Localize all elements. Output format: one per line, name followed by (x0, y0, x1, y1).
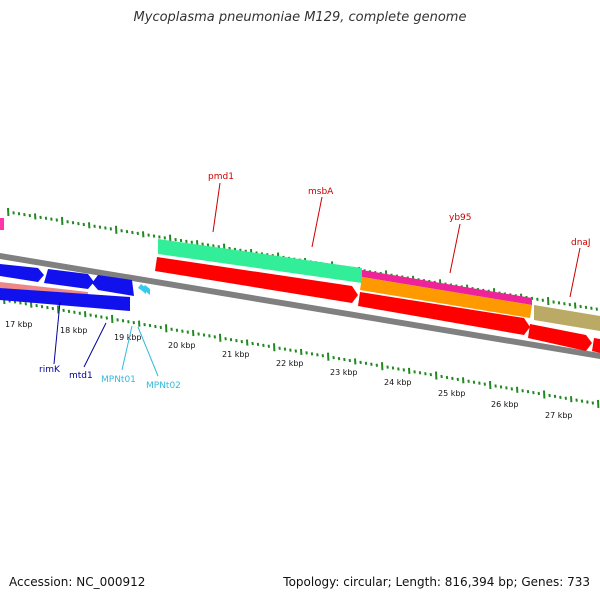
blue-gene-features (0, 264, 150, 311)
genome-backbone (0, 253, 600, 359)
map-title: Mycoplasma pneumoniae M129, complete gen… (133, 10, 467, 25)
lower-tick-ring (3, 295, 600, 408)
gene-label-pmd1[interactable]: pmd1 (208, 172, 234, 182)
gene-label-msbA[interactable]: msbA (308, 187, 334, 197)
leader-line-msbA (311, 196, 323, 248)
trna-MPNt02-arrow[interactable] (142, 285, 150, 295)
gene-label-MPNt01-group: MPNt01 (101, 325, 136, 385)
leader-line-dnaJ (569, 247, 581, 298)
gene-arrow-blue-1[interactable] (0, 264, 44, 282)
gene-label-msbA-group: msbA (308, 187, 334, 248)
kbp-label-20: 20 kbp (168, 341, 196, 350)
gene-label-dnaJ[interactable]: dnaJ (571, 238, 591, 248)
leader-line-yb95 (449, 223, 461, 274)
red-gene-arrows (155, 257, 600, 353)
leader-line-mtd1 (83, 322, 107, 368)
kbp-label-19: 19 kbp (114, 333, 142, 342)
genome-summary-text: Topology: circular; Length: 816,394 bp; … (283, 575, 590, 589)
gene-label-mtd1[interactable]: mtd1 (69, 371, 93, 381)
gene-label-yb95[interactable]: yb95 (449, 213, 472, 223)
gene-label-MPNt02[interactable]: MPNt02 (146, 381, 181, 391)
gene-label-pmd1-group: pmd1 (208, 172, 234, 233)
kbp-label-17: 17 kbp (5, 320, 33, 329)
kbp-label-24: 24 kbp (384, 378, 412, 387)
leader-line-MPNt01 (121, 325, 133, 371)
gene-pmd1-bar[interactable] (158, 239, 362, 283)
leader-line-pmd1 (212, 182, 221, 233)
gene-label-yb95-group: yb95 (449, 213, 472, 274)
gene-label-rimK-group: rimK (39, 301, 61, 375)
gene-yb95-bar[interactable] (534, 305, 600, 331)
kbp-label-22: 22 kbp (276, 359, 304, 368)
gene-arrow-4[interactable] (592, 338, 600, 353)
gene-label-mtd1-group: mtd1 (69, 322, 107, 381)
kbp-label-27: 27 kbp (545, 411, 573, 420)
gene-arrow-3[interactable] (528, 324, 592, 351)
kbp-label-25: 25 kbp (438, 389, 466, 398)
leader-line-MPNt02 (137, 326, 159, 377)
gene-msbA-bar-magenta[interactable] (362, 270, 532, 305)
gene-msbA-bar-orange[interactable] (360, 277, 532, 318)
gene-arrow-blue-2[interactable] (44, 269, 94, 289)
gene-mtd1-bar[interactable] (0, 288, 130, 311)
gene-label-MPNt01[interactable]: MPNt01 (101, 375, 136, 385)
accession-text: Accession: NC_000912 (9, 575, 146, 589)
kbp-scale: 17 kbp 18 kbp 19 kbp 20 kbp 21 kbp 22 kb… (5, 320, 573, 420)
kbp-label-21: 21 kbp (222, 350, 250, 359)
gene-feature-edge[interactable] (0, 218, 4, 230)
gene-arrow-1[interactable] (155, 257, 358, 303)
gene-label-MPNt02-group: MPNt02 (137, 326, 181, 391)
kbp-label-23: 23 kbp (330, 368, 358, 377)
kbp-label-26: 26 kbp (491, 400, 519, 409)
gene-arrow-2[interactable] (358, 292, 530, 335)
leader-line-rimK (53, 301, 61, 365)
upper-strand-features (158, 239, 600, 331)
kbp-label-18: 18 kbp (60, 326, 88, 335)
gene-label-dnaJ-group: dnaJ (569, 238, 591, 298)
gene-label-rimK[interactable]: rimK (39, 365, 61, 375)
gene-arrow-blue-3[interactable] (92, 275, 134, 296)
